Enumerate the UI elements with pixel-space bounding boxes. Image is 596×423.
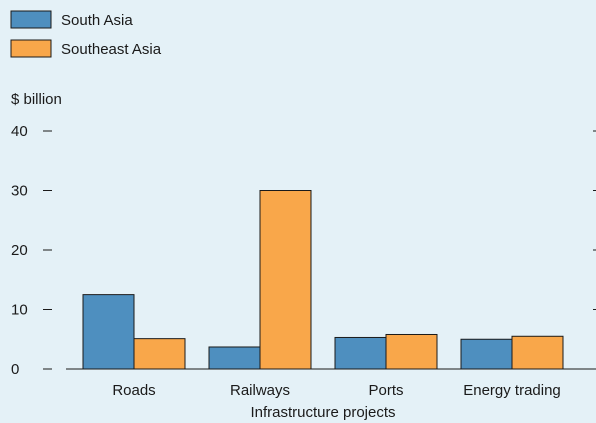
legend: South Asia Southeast Asia [10,10,162,58]
bars [82,190,564,370]
y-tick-label: 20 [11,242,28,259]
legend-item-south-asia: South Asia [10,10,133,29]
bar-southeast-asia-roads [133,338,186,370]
legend-label-southeast-asia: Southeast Asia [61,41,162,58]
legend-item-southeast-asia: Southeast Asia [10,39,162,58]
bar-south-asia-railways [208,346,261,370]
x-axis-category-labels: Roads Railways Ports Energy trading [112,382,560,399]
y-tick-label: 0 [11,361,19,378]
x-category-label: Railways [230,382,290,399]
bar-southeast-asia-railways [259,190,312,370]
x-category-label: Energy trading [463,382,561,399]
y-tick-label: 10 [11,302,28,319]
y-axis-unit-label: $ billion [11,91,62,108]
bar-southeast-asia-ports [385,333,438,370]
y-tick-label: 40 [11,123,28,140]
legend-label-south-asia: South Asia [61,12,133,29]
legend-swatch-southeast-asia [10,39,52,58]
y-axis-ticks: 0 10 20 30 40 [11,123,596,378]
legend-swatch-south-asia [10,10,52,29]
x-axis-title: Infrastructure projects [250,404,395,421]
bar-south-asia-energy-trading [460,338,513,370]
x-category-label: Roads [112,382,155,399]
bar-south-asia-ports [334,336,387,370]
x-category-label: Ports [368,382,403,399]
y-tick-label: 30 [11,183,28,200]
bar-south-asia-roads [82,294,135,370]
bar-southeast-asia-energy-trading [511,335,564,370]
